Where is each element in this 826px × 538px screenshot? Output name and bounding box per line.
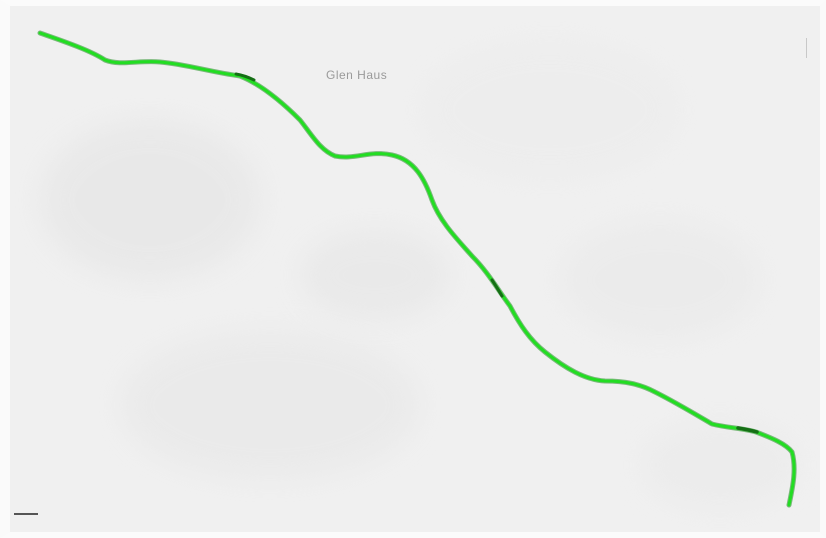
route-segment-dark	[490, 278, 504, 298]
route-outline	[37, 30, 797, 508]
terrain-shade	[420, 40, 680, 180]
terrain-shade	[120, 330, 420, 480]
scale-line	[14, 513, 38, 515]
terrain-shade	[40, 120, 260, 280]
terrain-shade	[300, 230, 450, 320]
place-label: Glen Haus	[326, 68, 388, 82]
route-line	[38, 31, 796, 507]
edge-marker	[806, 38, 807, 58]
terrain-shade	[560, 220, 760, 340]
scale-bar	[12, 508, 72, 528]
route-segment-dark	[234, 72, 256, 82]
route-segment-dark	[736, 426, 759, 434]
terrain-shade	[640, 420, 800, 510]
